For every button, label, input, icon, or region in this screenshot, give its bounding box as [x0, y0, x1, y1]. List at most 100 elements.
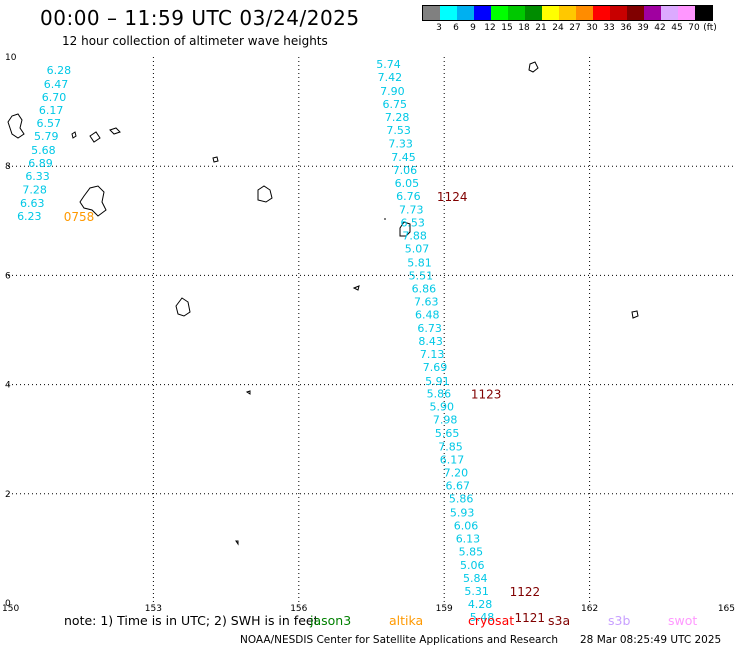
x-tick-label: 159 [436, 604, 453, 614]
x-tick-label: 153 [145, 604, 162, 614]
legend-label: 12 [484, 23, 496, 33]
x-tick-label: 165 [718, 604, 735, 614]
wave-height-value: 7.98 [433, 414, 458, 427]
wave-height-value: 5.86 [427, 387, 452, 400]
island-atoll [175, 297, 191, 317]
satellite-cryosat: cryosat [468, 613, 515, 628]
satellite-jason3: jason3 [310, 613, 352, 628]
map-subtitle: 12 hour collection of altimeter wave hei… [62, 34, 328, 48]
satellite-s3b: s3b [608, 613, 631, 628]
legend-label: 6 [453, 23, 459, 33]
island-small [235, 540, 239, 546]
legend-swatch [525, 6, 542, 20]
satellite-swot: swot [668, 613, 698, 628]
wave-height-value: 5.93 [450, 506, 475, 519]
units-note: note: 1) Time is in UTC; 2) SWH is in fe… [64, 613, 319, 628]
island-ring [257, 185, 273, 203]
x-tick-label: 162 [581, 604, 598, 614]
wave-height-legend: 3 6 9 12 15 18 21 24 27 30 33 36 39 42 45 70 (ft) [422, 5, 717, 35]
island-small [245, 390, 251, 395]
map-grid [8, 57, 735, 603]
legend-swatch [576, 6, 593, 20]
wave-height-value: 5.68 [31, 144, 56, 157]
island-pohnpei-outline [79, 185, 107, 217]
legend-labels: 3 6 9 12 15 18 21 24 27 30 33 36 39 42 45 70 (ft) [422, 21, 717, 35]
wave-height-value: 5.84 [463, 572, 488, 585]
wave-height-value: 7.28 [22, 184, 47, 197]
wave-height-value: 6.86 [412, 283, 437, 296]
pass-time-label: 1121 [514, 611, 545, 625]
island-small [109, 127, 121, 135]
wave-height-value: 5.91 [425, 375, 450, 388]
island-small [89, 131, 101, 143]
legend-swatch [593, 6, 610, 20]
wave-height-value: 7.73 [399, 203, 424, 216]
wave-height-value: 7.63 [414, 296, 439, 309]
island-kosrae-outline [399, 221, 411, 237]
wave-height-value: 7.45 [391, 151, 416, 164]
wave-height-value: 6.17 [440, 453, 465, 466]
wave-height-value: 7.20 [444, 467, 469, 480]
altimeter-track-west: 6.286.476.706.176.575.795.686.896.337.28… [17, 64, 94, 224]
generation-timestamp: 28 Mar 08:25:49 UTC 2025 [580, 634, 722, 646]
wave-height-value: 5.90 [430, 400, 455, 413]
map-title: 00:00 – 11:59 UTC 03/24/2025 [40, 6, 360, 30]
wave-height-value: 5.65 [435, 427, 460, 440]
wave-height-value: 7.42 [378, 71, 403, 84]
island-small [631, 310, 639, 319]
y-tick-label: 2 [5, 490, 11, 500]
wave-height-value: 5.79 [34, 130, 59, 143]
wave-height-value: 5.06 [460, 559, 485, 572]
wave-height-value: 7.85 [438, 440, 463, 453]
y-tick-label: 6 [5, 271, 11, 281]
legend-label: 9 [470, 23, 476, 33]
legend-swatch [440, 6, 457, 20]
y-tick-label: 10 [5, 53, 17, 63]
wave-height-value: 5.51 [409, 269, 434, 282]
legend-label: 27 [569, 23, 581, 33]
legend-label: 18 [518, 23, 530, 33]
satellite-altika: altika [389, 613, 424, 628]
wave-height-value: 5.81 [407, 256, 432, 269]
wave-height-value: 7.28 [385, 111, 410, 124]
island-small [71, 131, 77, 139]
legend-swatch [457, 6, 474, 20]
axis-tick-labels: 150 153 156 159 162 165 0 2 4 6 8 10 [2, 53, 735, 614]
legend-label: 3 [436, 23, 442, 33]
wave-height-value: 7.88 [402, 230, 427, 243]
legend-label: 39 [637, 23, 649, 33]
wave-height-value: 6.57 [36, 117, 61, 130]
wave-height-value: 5.85 [459, 546, 484, 559]
wave-height-value: 6.05 [395, 177, 420, 190]
wave-height-value: 6.06 [454, 519, 479, 532]
wave-height-value: 7.90 [380, 85, 405, 98]
legend-swatches [422, 5, 713, 21]
legend-label: 30 [586, 23, 598, 33]
legend-swatch [508, 6, 525, 20]
wave-height-value: 7.53 [386, 124, 411, 137]
legend-label: 33 [603, 23, 615, 33]
wave-height-value: 7.33 [388, 137, 413, 150]
pass-time-label: 1122 [510, 585, 541, 599]
altimeter-track-central: 5.747.427.906.757.287.537.337.457.066.05… [376, 58, 545, 625]
island-chuuk-outline [7, 113, 25, 139]
wave-height-value: 5.48 [470, 611, 495, 624]
legend-label: 36 [620, 23, 632, 33]
pass-time-label: 1124 [437, 190, 468, 204]
wave-height-value: 6.53 [400, 216, 425, 229]
pass-time-label: 1123 [471, 387, 502, 401]
legend-swatch [644, 6, 661, 20]
legend-swatch [678, 6, 695, 20]
islands-layer [7, 61, 639, 546]
legend-swatch [423, 6, 440, 20]
wave-height-value: 7.06 [393, 164, 418, 177]
legend-swatch [695, 6, 712, 20]
island-small [212, 156, 219, 163]
wave-height-value: 6.89 [28, 157, 53, 170]
wave-height-value: 6.73 [417, 322, 442, 335]
wave-height-value: 6.70 [42, 91, 67, 104]
legend-swatch [491, 6, 508, 20]
wave-height-value: 5.31 [464, 585, 489, 598]
legend-unit: (ft) [703, 23, 717, 33]
wave-height-value: 6.13 [456, 533, 481, 546]
